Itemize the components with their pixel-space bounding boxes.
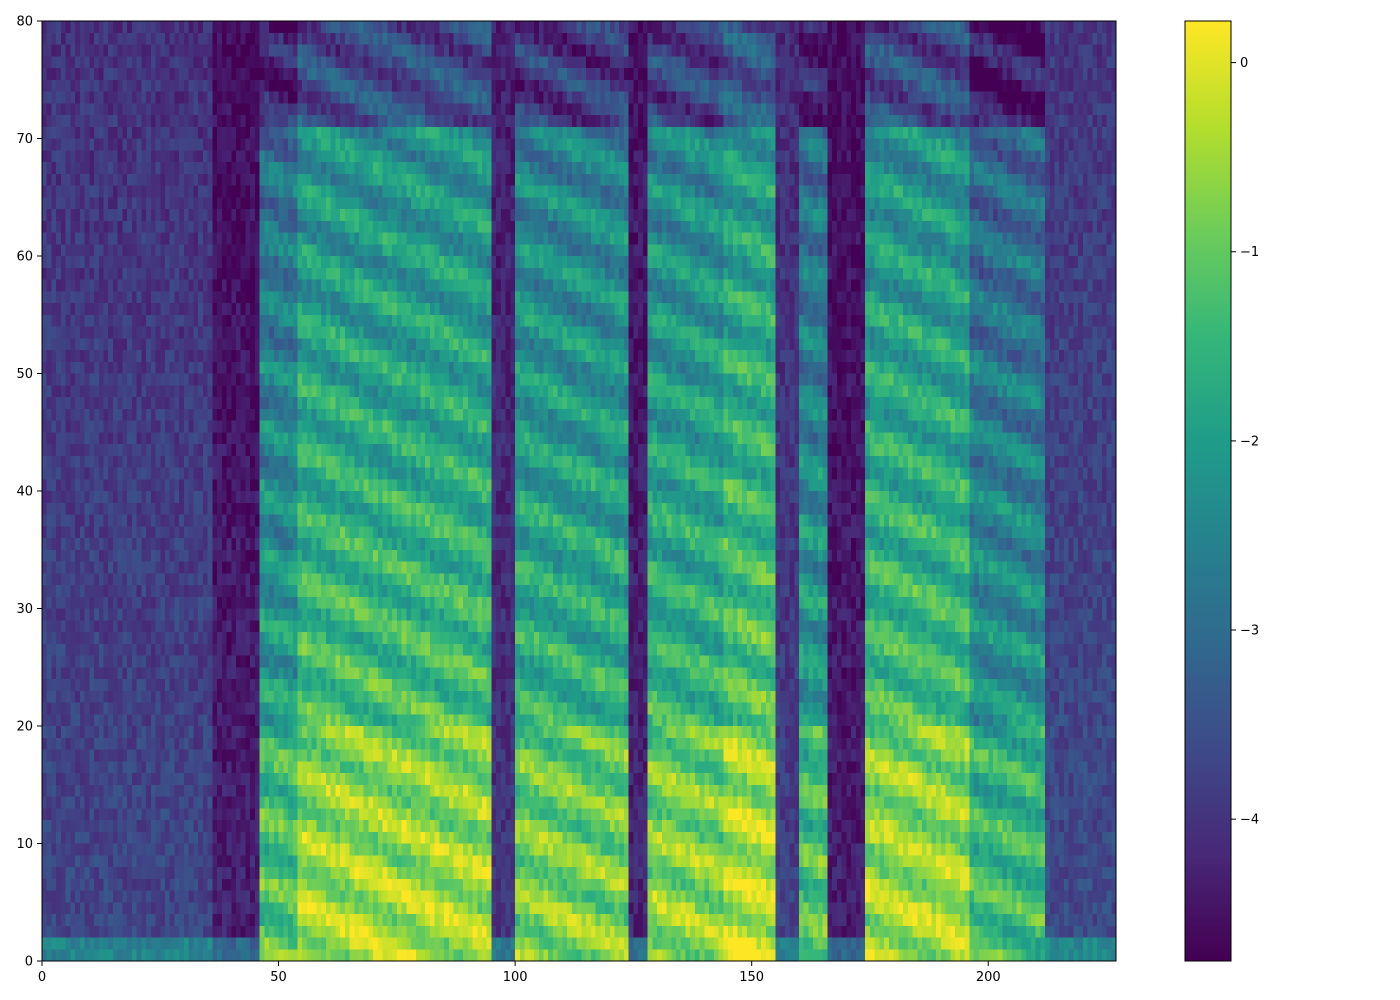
colorbar-tick-label: −2 xyxy=(1240,434,1259,449)
y-tick-label: 50 xyxy=(16,367,33,382)
colorbar-ticks: 0 −1 −2 −3 −4 xyxy=(1231,56,1259,828)
spectrogram-heatmap xyxy=(42,21,1116,961)
y-tick-label: 0 xyxy=(25,955,33,970)
y-tick-label: 20 xyxy=(16,720,33,735)
plot-area xyxy=(41,20,1117,962)
x-axis: 0 50 100 150 200 xyxy=(38,961,1001,985)
y-tick-label: 10 xyxy=(16,837,33,852)
colorbar-gradient xyxy=(1185,21,1231,961)
colorbar-tick-label: −4 xyxy=(1240,813,1259,828)
y-tick-label: 60 xyxy=(16,250,33,265)
colorbar-tick-label: −1 xyxy=(1240,245,1259,260)
x-tick-label: 50 xyxy=(270,970,287,985)
x-tick-label: 100 xyxy=(503,970,528,985)
y-tick-label: 80 xyxy=(16,15,33,30)
x-tick-label: 200 xyxy=(976,970,1001,985)
y-axis: 0 10 20 30 40 50 60 70 80 xyxy=(16,15,42,970)
x-tick-label: 150 xyxy=(739,970,764,985)
colorbar: 0 −1 −2 −3 −4 xyxy=(1184,20,1259,962)
y-tick-label: 70 xyxy=(16,132,33,147)
y-tick-label: 30 xyxy=(16,602,33,617)
x-tick-label: 0 xyxy=(38,970,46,985)
colorbar-tick-label: 0 xyxy=(1240,56,1248,71)
y-tick-label: 40 xyxy=(16,485,33,500)
colorbar-frame xyxy=(1184,20,1232,962)
colorbar-tick-label: −3 xyxy=(1240,624,1259,639)
